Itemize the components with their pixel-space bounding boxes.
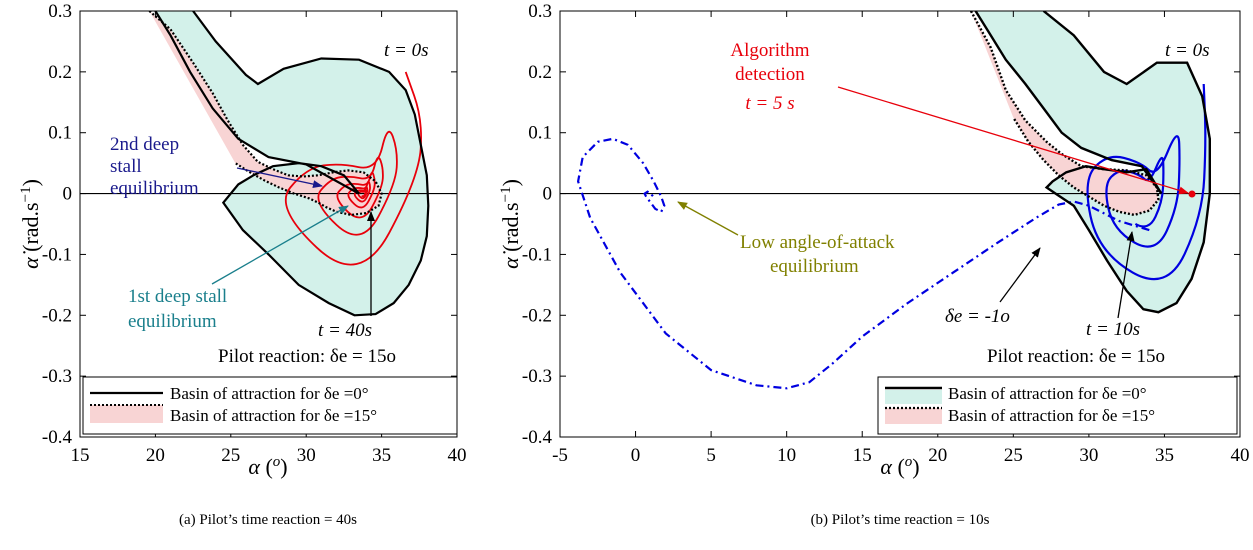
arrow-t-end [1117, 231, 1135, 319]
label-t0: t = 0s [384, 40, 429, 61]
x-tick-label: -5 [552, 445, 568, 466]
trajectory-spiral [285, 71, 422, 266]
label-low-eq-1: Low angle-of-attack [740, 232, 895, 253]
label-delta-e: δe = -1o [945, 306, 1010, 327]
y-tick-label: 0.3 [48, 1, 72, 22]
basin-15-line [969, 11, 1160, 217]
arrow-1st-eq [211, 205, 349, 285]
y-tick-label: -0.4 [42, 427, 73, 448]
basin-15-line [148, 11, 383, 217]
x-tick-label: 35 [1155, 445, 1174, 466]
x-tick-label: 30 [297, 445, 316, 466]
label-detection-1: Algorithm [730, 40, 809, 61]
y-axis-label: α̇ (rad.s−1) [498, 179, 523, 269]
x-tick-label: 5 [706, 445, 716, 466]
label-t-end: t = 40s [318, 320, 372, 341]
y-tick-label: 0.1 [48, 123, 72, 144]
y-tick-label: 0.3 [528, 1, 552, 22]
arrow-delta-e [999, 247, 1041, 303]
label-2nd-eq-3: equilibrium [110, 178, 199, 199]
y-axis-label: α̇ (rad.s−1) [18, 179, 43, 269]
legend-label-basin0: Basin of attraction for δe =0° [170, 384, 369, 403]
x-tick-label: 15 [71, 445, 90, 466]
y-tick-label: 0.2 [528, 62, 552, 83]
legend: Basin of attraction for δe =0° Basin of … [82, 376, 458, 435]
arrow-low-eq [677, 201, 739, 236]
x-tick-label: 0 [631, 445, 641, 466]
panel-b: -5 0 5 10 15 20 25 30 35 40 -0.4 -0.3 -0.2 -0.1 0 0.1 0.… [498, 1, 1250, 528]
detection-point [1188, 190, 1196, 198]
x-tick-label: 10 [777, 445, 796, 466]
legend-label-basin15: Basin of attraction for δe =15° [170, 406, 377, 425]
caption-a: (a) Pilot’s time reaction = 40s [179, 512, 357, 528]
x-tick-label: 40 [1231, 445, 1250, 466]
x-tick-label: 40 [448, 445, 467, 466]
y-tick-label: -0.1 [522, 244, 552, 265]
panel-a: 15 20 25 30 35 40 -0.4 -0.3 -0.2 -0.1 0 0.1 0.2 0.3 α… [18, 1, 467, 528]
y-tick-label: -0.1 [42, 244, 72, 265]
label-t-end: t = 10s [1086, 319, 1140, 340]
ticks: -5 0 5 10 15 20 25 30 35 40 -0.4 -0.3 -0.2 -0.1 0 0.1 0.… [522, 1, 1250, 466]
basin-0-fill [975, 11, 1210, 313]
label-detection-2: detection [735, 64, 805, 85]
x-tick-label: 25 [1004, 445, 1023, 466]
label-low-eq-2: equilibrium [770, 256, 859, 277]
y-tick-label: -0.4 [522, 427, 553, 448]
label-2nd-eq-2: stall [110, 156, 142, 177]
legend-label-basin15: Basin of attraction for δe =15° [948, 406, 1155, 425]
plot-frame [559, 10, 1241, 438]
label-detection-time: t = 5 s [745, 93, 794, 114]
basin-0-line [974, 11, 1211, 314]
caption-b: (b) Pilot’s time reaction = 10s [811, 512, 990, 528]
trajectory-spiral [1086, 83, 1207, 281]
label-2nd-eq-1: 2nd deep [110, 134, 179, 155]
trajectory-escape [576, 137, 1150, 390]
x-tick-label: 35 [372, 445, 391, 466]
legend-swatch-basin15-fill [885, 408, 942, 424]
label-pilot: Pilot reaction: δe = 15o [218, 346, 396, 367]
y-tick-label: 0 [63, 184, 73, 205]
legend-swatch-basin15-fill [90, 405, 163, 423]
label-pilot: Pilot reaction: δe = 15o [987, 346, 1165, 367]
arrow-detection [837, 86, 1189, 195]
x-tick-label: 20 [928, 445, 947, 466]
y-tick-label: 0.2 [48, 62, 72, 83]
plot-frame [79, 10, 458, 438]
x-tick-label: 15 [853, 445, 872, 466]
basin-0-line [154, 11, 430, 317]
legend-swatch-basin0-fill [885, 390, 942, 404]
y-tick-label: 0 [543, 184, 553, 205]
ticks: 15 20 25 30 35 40 -0.4 -0.3 -0.2 -0.1 0 0.1 0.2 0.3 [42, 1, 467, 466]
y-tick-label: -0.2 [522, 305, 552, 326]
arrow-2nd-eq [236, 167, 323, 189]
label-t0: t = 0s [1165, 40, 1210, 61]
y-tick-label: -0.2 [42, 305, 72, 326]
x-axis-label: α (o) [880, 454, 919, 479]
label-1st-eq-2: equilibrium [128, 311, 217, 332]
y-tick-label: -0.3 [42, 366, 72, 387]
legend: Basin of attraction for δe =0° Basin of … [877, 376, 1238, 435]
x-axis-label: α (o) [248, 454, 287, 479]
x-tick-label: 25 [221, 445, 240, 466]
y-tick-label: -0.3 [522, 366, 552, 387]
basin-0-fill [155, 11, 429, 316]
x-tick-label: 30 [1079, 445, 1098, 466]
legend-label-basin0: Basin of attraction for δe =0° [948, 384, 1147, 403]
label-1st-eq-1: 1st deep stall [128, 286, 227, 307]
x-tick-label: 20 [146, 445, 165, 466]
y-tick-label: 0.1 [528, 123, 552, 144]
